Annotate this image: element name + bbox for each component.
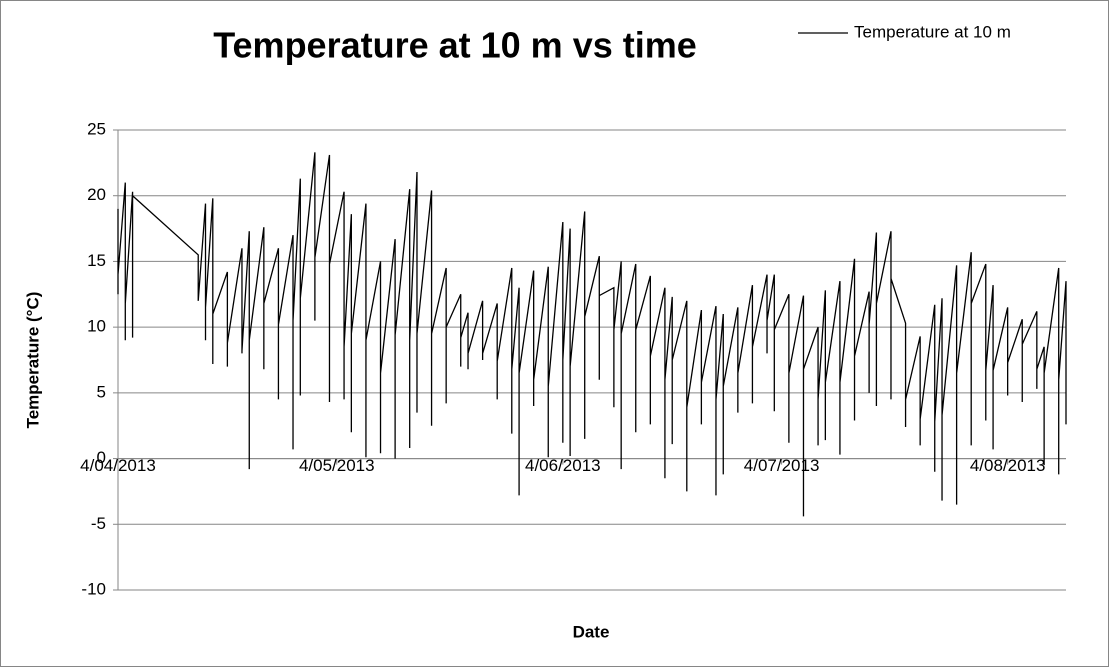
y-tick-label: 25 — [87, 119, 106, 138]
y-tick-label: -10 — [81, 579, 106, 598]
y-tick-label: 20 — [87, 185, 106, 204]
x-axis-label: Date — [573, 622, 610, 641]
x-tick-label: 4/07/2013 — [744, 456, 820, 475]
x-tick-label: 4/04/2013 — [80, 456, 156, 475]
chart-title: Temperature at 10 m vs time — [213, 25, 697, 66]
x-tick-label: 4/08/2013 — [970, 456, 1046, 475]
y-tick-label: 15 — [87, 251, 106, 270]
y-tick-label: 10 — [87, 317, 106, 336]
data-line — [117, 152, 1067, 517]
y-tick-label: 0 — [97, 448, 106, 467]
x-tick-label: 4/05/2013 — [299, 456, 375, 475]
y-axis-label: Temperature (°C) — [23, 292, 42, 429]
x-tick-label: 4/06/2013 — [525, 456, 601, 475]
legend-label: Temperature at 10 m — [854, 22, 1011, 41]
y-tick-label: 5 — [97, 382, 106, 401]
y-tick-label: -5 — [91, 514, 106, 533]
